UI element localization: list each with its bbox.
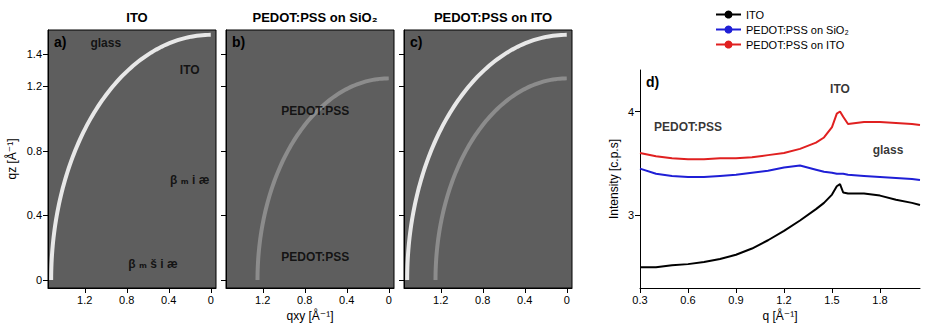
svg-text:PEDOT:PSS: PEDOT:PSS bbox=[281, 250, 349, 264]
svg-text:0.8: 0.8 bbox=[475, 294, 490, 306]
svg-text:d): d) bbox=[646, 74, 659, 90]
svg-text:0: 0 bbox=[386, 294, 392, 306]
svg-text:PEDOT:PSS on ITO: PEDOT:PSS on ITO bbox=[434, 10, 552, 25]
svg-text:0.4: 0.4 bbox=[161, 294, 176, 306]
svg-text:0: 0 bbox=[564, 294, 570, 306]
svg-text:1.2: 1.2 bbox=[255, 294, 270, 306]
svg-text:3: 3 bbox=[628, 209, 634, 221]
svg-text:4: 4 bbox=[628, 106, 634, 118]
svg-text:0.8: 0.8 bbox=[27, 145, 42, 157]
svg-text:a): a) bbox=[54, 34, 66, 50]
svg-text:0.3: 0.3 bbox=[632, 294, 647, 306]
svg-text:β ₘ i æ: β ₘ i æ bbox=[170, 173, 210, 187]
svg-text:ITO: ITO bbox=[830, 82, 850, 96]
svg-text:β ₘ š i æ: β ₘ š i æ bbox=[128, 257, 178, 271]
svg-text:1.2: 1.2 bbox=[433, 294, 448, 306]
svg-text:0.4: 0.4 bbox=[27, 209, 42, 221]
svg-text:PEDOT:PSS on ITO: PEDOT:PSS on ITO bbox=[746, 39, 845, 51]
svg-text:ITO: ITO bbox=[180, 63, 200, 77]
svg-text:qz [Å⁻¹]: qz [Å⁻¹] bbox=[4, 138, 19, 179]
svg-text:PEDOT:PSS: PEDOT:PSS bbox=[654, 120, 722, 134]
svg-text:q [Å⁻¹]: q [Å⁻¹] bbox=[762, 308, 797, 323]
svg-text:PEDOT:PSS on SiO₂: PEDOT:PSS on SiO₂ bbox=[746, 24, 849, 36]
svg-text:1.5: 1.5 bbox=[824, 294, 839, 306]
svg-text:glass: glass bbox=[90, 36, 121, 50]
svg-text:1.2: 1.2 bbox=[77, 294, 92, 306]
svg-text:0.4: 0.4 bbox=[339, 294, 354, 306]
svg-text:PEDOT:PSS on SiO₂: PEDOT:PSS on SiO₂ bbox=[253, 10, 378, 25]
svg-text:1.2: 1.2 bbox=[776, 294, 791, 306]
svg-text:0.9: 0.9 bbox=[728, 294, 743, 306]
svg-text:1.4: 1.4 bbox=[27, 48, 42, 60]
svg-text:ITO: ITO bbox=[126, 10, 147, 25]
svg-text:0.6: 0.6 bbox=[680, 294, 695, 306]
svg-text:0.4: 0.4 bbox=[517, 294, 532, 306]
svg-text:0.8: 0.8 bbox=[119, 294, 134, 306]
svg-text:PEDOT:PSS: PEDOT:PSS bbox=[281, 104, 349, 118]
svg-text:qxy [Å⁻¹]: qxy [Å⁻¹] bbox=[286, 308, 333, 323]
svg-text:0: 0 bbox=[208, 294, 214, 306]
svg-text:ITO: ITO bbox=[746, 9, 765, 21]
svg-text:Intensity [c.p.s]: Intensity [c.p.s] bbox=[607, 139, 621, 219]
svg-text:b): b) bbox=[232, 34, 245, 50]
svg-text:c): c) bbox=[410, 34, 422, 50]
svg-text:glass: glass bbox=[873, 143, 904, 157]
svg-text:0.8: 0.8 bbox=[297, 294, 312, 306]
svg-text:0: 0 bbox=[36, 274, 42, 286]
svg-text:1.2: 1.2 bbox=[27, 80, 42, 92]
svg-text:1.8: 1.8 bbox=[872, 294, 887, 306]
